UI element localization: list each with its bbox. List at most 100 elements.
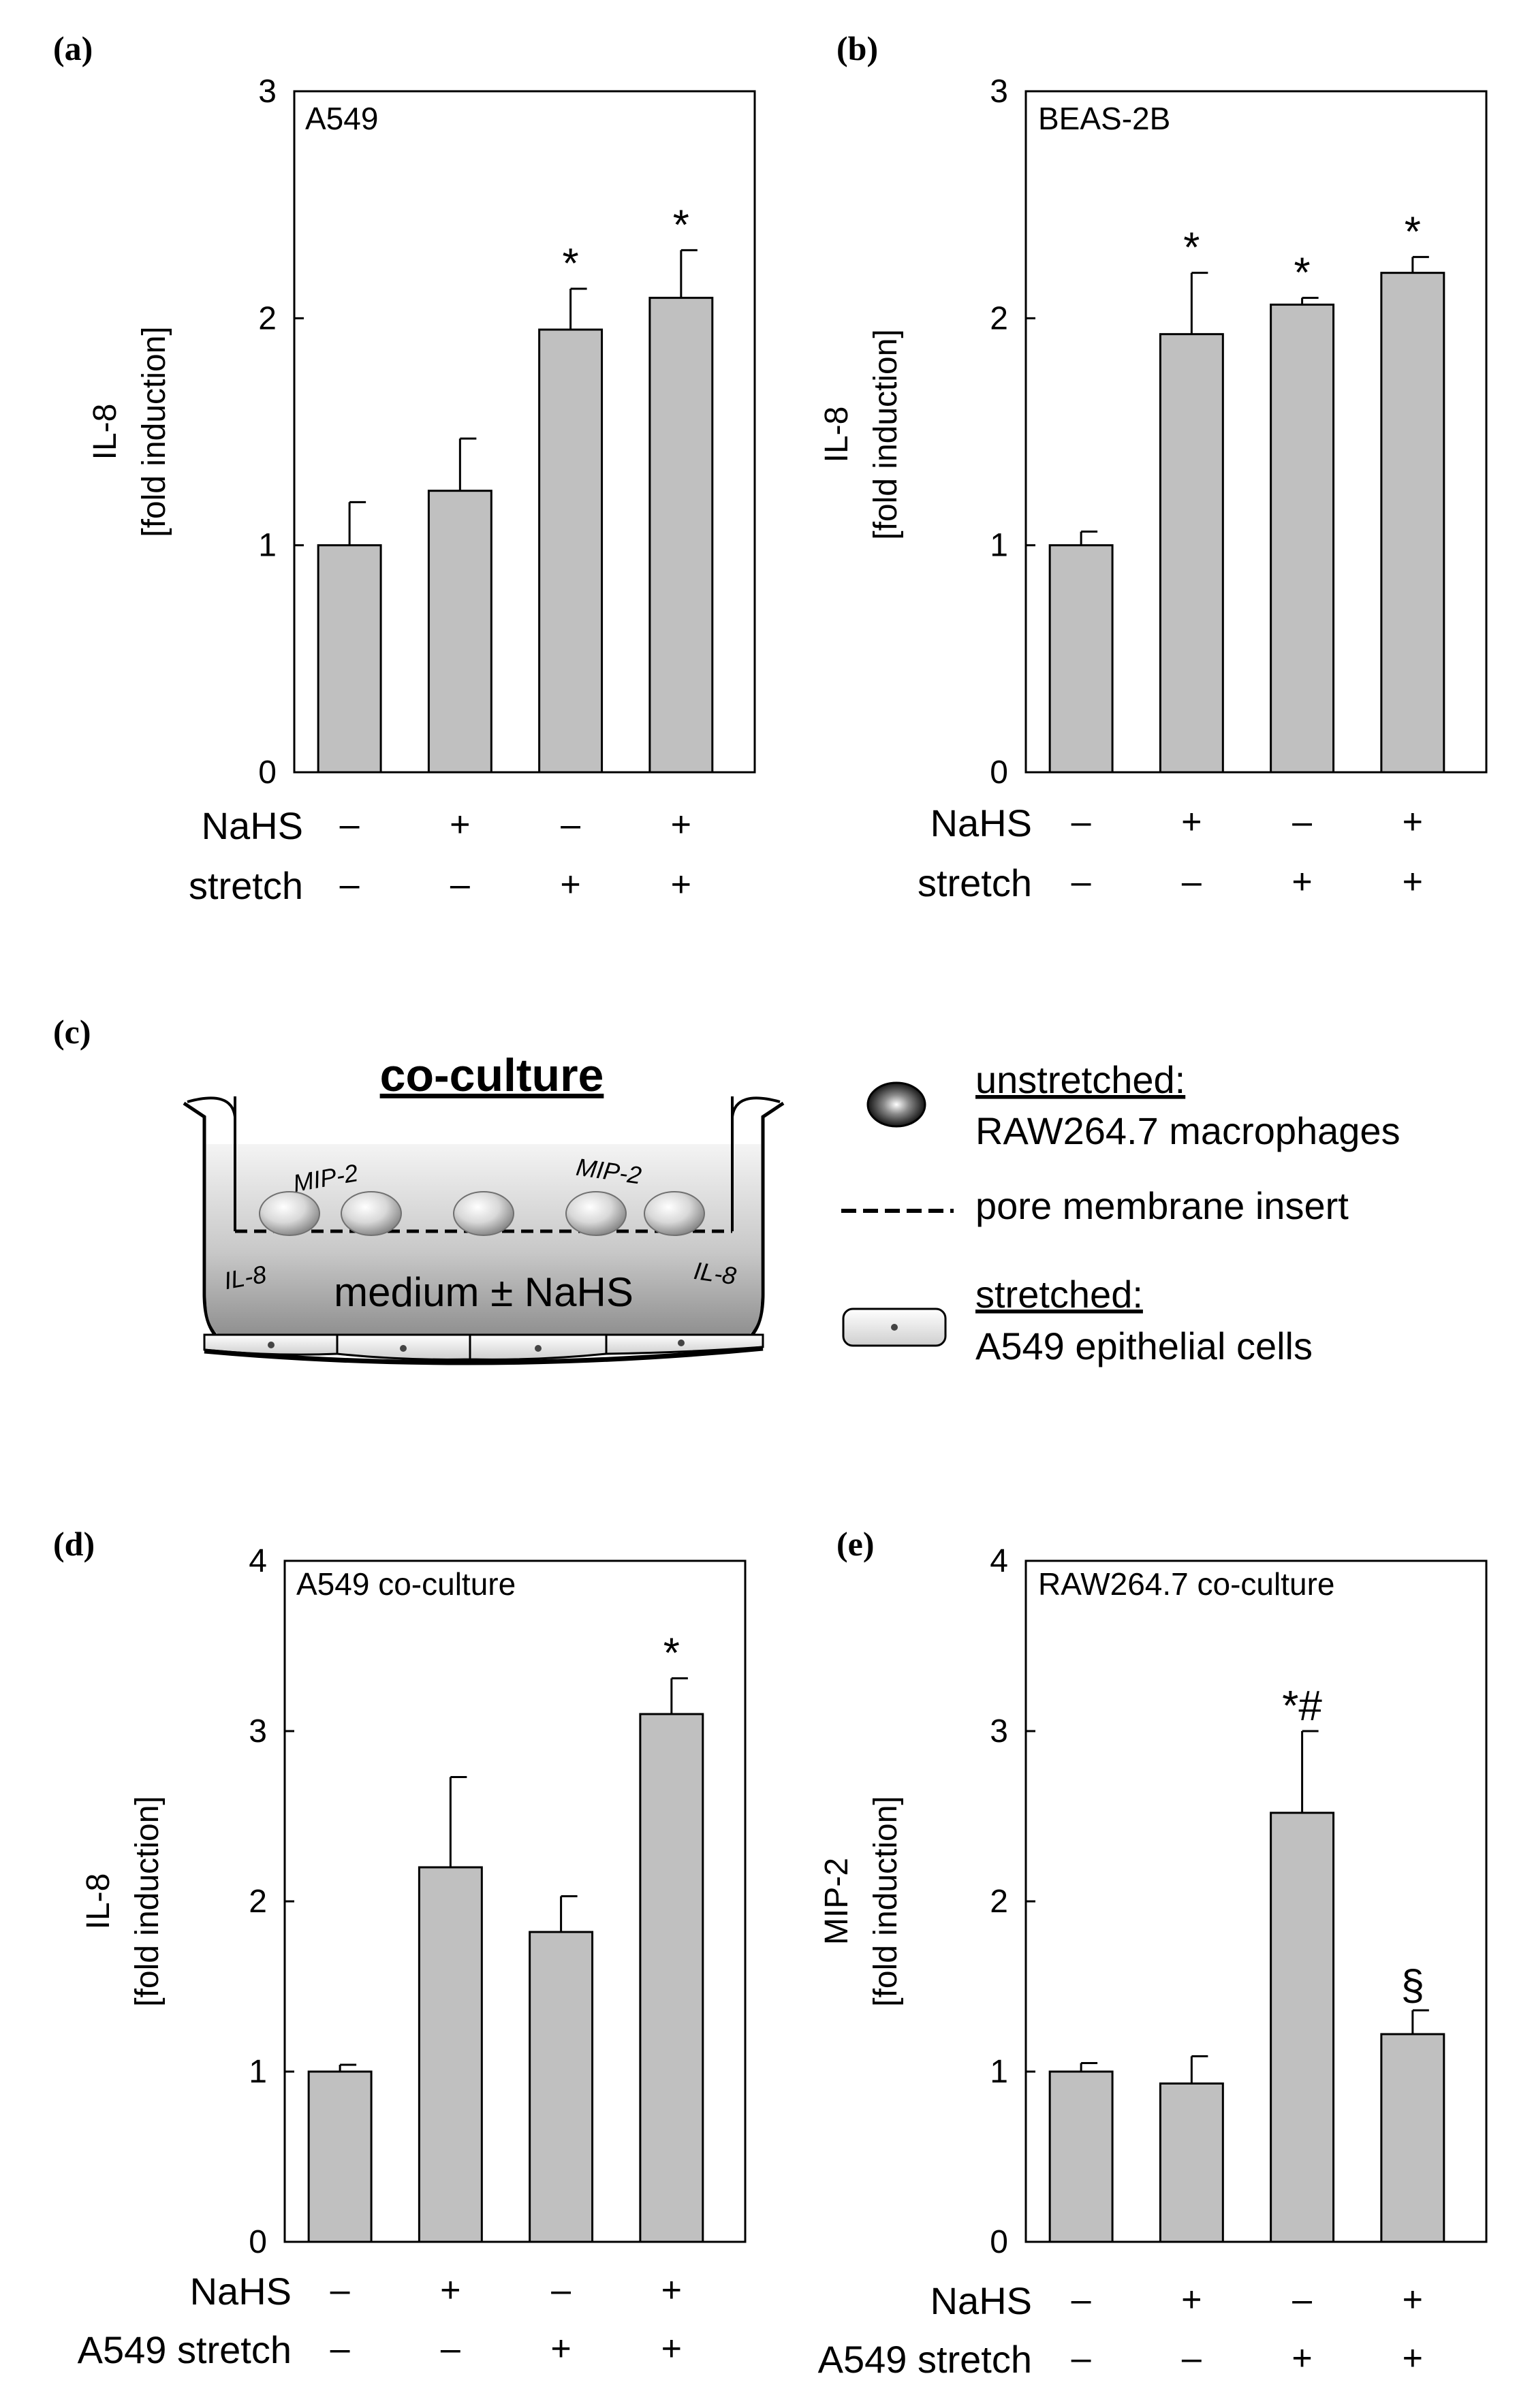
y-tick-label: 2 <box>990 300 1008 336</box>
panel-label-b: (b) <box>836 29 878 67</box>
bar <box>427 490 492 774</box>
medium-fill <box>206 1144 761 1340</box>
condition-value: + <box>550 2329 571 2369</box>
box-label-e: RAW264.7 co-culture <box>1038 1566 1334 1602</box>
condition-label: NaHS <box>930 802 1032 844</box>
condition-value: + <box>1292 862 1312 902</box>
diagram-title: co-culture <box>380 1049 604 1101</box>
bar <box>418 1866 483 2243</box>
bar <box>1159 333 1224 774</box>
condition-value: + <box>440 2270 460 2310</box>
y-tick-label: 0 <box>258 755 277 791</box>
y-tick-label: 0 <box>249 2224 267 2260</box>
significance-marker: * <box>1183 225 1200 272</box>
bar <box>1159 2082 1224 2243</box>
box-label-d: A549 co-culture <box>296 1566 516 1602</box>
y-tick-label: 0 <box>990 2224 1008 2260</box>
bar <box>529 1931 594 2243</box>
conditions-a: NaHS – + – +stretch – – + + <box>189 804 691 907</box>
y-ticks-d: 0 1 2 3 4 <box>249 1543 294 2260</box>
y-tick-label: 0 <box>990 755 1008 791</box>
condition-value: + <box>671 865 691 904</box>
y-axis-title-line2-d: [fold induction] <box>129 1796 166 2007</box>
y-ticks-e: 0 1 2 3 4 <box>990 1543 1035 2260</box>
bar <box>1270 303 1335 774</box>
y-axis-title-a: IL-8 [fold induction] <box>87 326 172 537</box>
chart-panel-e: (e) RAW264.7 co-culture MIP-2 [fold indu… <box>818 1525 1488 2381</box>
y-tick-label: 1 <box>249 2054 267 2090</box>
macrophage-cell <box>453 1191 514 1236</box>
condition-value: + <box>1181 802 1202 842</box>
y-axis-title-line1-e: MIP-2 <box>819 1858 855 1945</box>
macrophage-cell <box>341 1191 402 1236</box>
condition-value: – <box>1071 802 1091 842</box>
condition-value: + <box>1403 862 1423 902</box>
box-label-b: BEAS-2B <box>1038 101 1170 136</box>
conditions-b: NaHS – + – +stretch – – + + <box>918 802 1423 904</box>
y-axis-title-b: IL-8 [fold induction] <box>819 329 904 540</box>
bar <box>648 296 714 774</box>
legend-macrophage-icon <box>866 1081 926 1128</box>
significance-marker: § <box>1401 1962 1424 2009</box>
y-axis-title-line2-a: [fold induction] <box>136 326 172 537</box>
condition-value: – <box>1071 2339 1091 2378</box>
bar <box>307 2070 373 2243</box>
epithelial-layer <box>203 1333 764 1365</box>
bar <box>639 1713 704 2243</box>
panel-label-a: (a) <box>53 29 93 67</box>
panel-label-d: (d) <box>53 1525 95 1563</box>
conditions-d: NaHS – + – +A549 stretch – – + + <box>78 2270 682 2371</box>
condition-value: + <box>1403 802 1423 842</box>
y-axis-title-line1-d: IL-8 <box>80 1873 116 1930</box>
y-ticks-a: 0 1 2 3 <box>258 74 304 791</box>
significance-marker: * <box>1294 249 1311 296</box>
conditions-e: NaHS – + – +A549 stretch – – + + <box>818 2279 1423 2381</box>
bar <box>1270 1811 1335 2243</box>
condition-value: + <box>1292 2339 1312 2378</box>
macrophage-cell <box>565 1191 627 1236</box>
bar <box>1380 272 1445 774</box>
plot-frame-b <box>1024 90 1488 774</box>
bar <box>1048 2070 1114 2243</box>
y-tick-label: 1 <box>990 2054 1008 2090</box>
y-axis-title-line1-b: IL-8 <box>819 407 855 463</box>
y-axis-title-line2-b: [fold induction] <box>868 329 904 540</box>
chart-panel-b: (b) BEAS-2B IL-8 [fold induction] 0 1 2 3 *… <box>819 29 1488 904</box>
y-tick-label: 3 <box>258 74 277 110</box>
condition-value: + <box>1403 2339 1423 2378</box>
condition-value: – <box>1182 2339 1202 2378</box>
condition-value: – <box>1071 862 1091 902</box>
condition-value: – <box>441 2329 460 2369</box>
condition-value: – <box>1071 2280 1091 2319</box>
y-tick-label: 2 <box>249 1884 267 1920</box>
condition-value: – <box>1182 862 1202 902</box>
y-tick-label: 1 <box>258 528 277 564</box>
y-tick-label: 3 <box>249 1713 267 1749</box>
bar <box>538 328 604 774</box>
macrophage-cell <box>644 1191 705 1236</box>
bars-e: *# § <box>1048 1683 1445 2243</box>
legend-membrane-desc: pore membrane insert <box>975 1184 1349 1227</box>
y-tick-label: 4 <box>249 1543 267 1579</box>
panel-label-c: (c) <box>53 1013 91 1051</box>
condition-label: NaHS <box>930 2279 1032 2322</box>
bars-a: ** <box>317 202 714 774</box>
legend-stretched-desc: A549 epithelial cells <box>975 1325 1313 1367</box>
bar <box>317 544 382 774</box>
plot-frame-a <box>293 90 756 774</box>
insert-rim-right <box>731 1096 781 1118</box>
panel-label-e: (e) <box>836 1525 875 1563</box>
condition-value: + <box>450 805 470 844</box>
condition-value: + <box>671 805 691 844</box>
legend-stretched-title: stretched: <box>975 1273 1143 1316</box>
condition-label: stretch <box>189 864 303 907</box>
significance-marker: * <box>663 1630 680 1677</box>
insert-walls <box>234 1096 734 1231</box>
co-culture-diagram: (c) co-culture MIP-2 MIP-2 <box>53 1013 1400 1367</box>
significance-marker: * <box>563 240 579 287</box>
condition-value: – <box>551 2270 571 2310</box>
bars-b: * * * <box>1048 208 1445 774</box>
y-ticks-b: 0 1 2 3 <box>990 74 1035 791</box>
condition-label: A549 stretch <box>78 2328 292 2371</box>
y-tick-label: 2 <box>990 1884 1008 1920</box>
